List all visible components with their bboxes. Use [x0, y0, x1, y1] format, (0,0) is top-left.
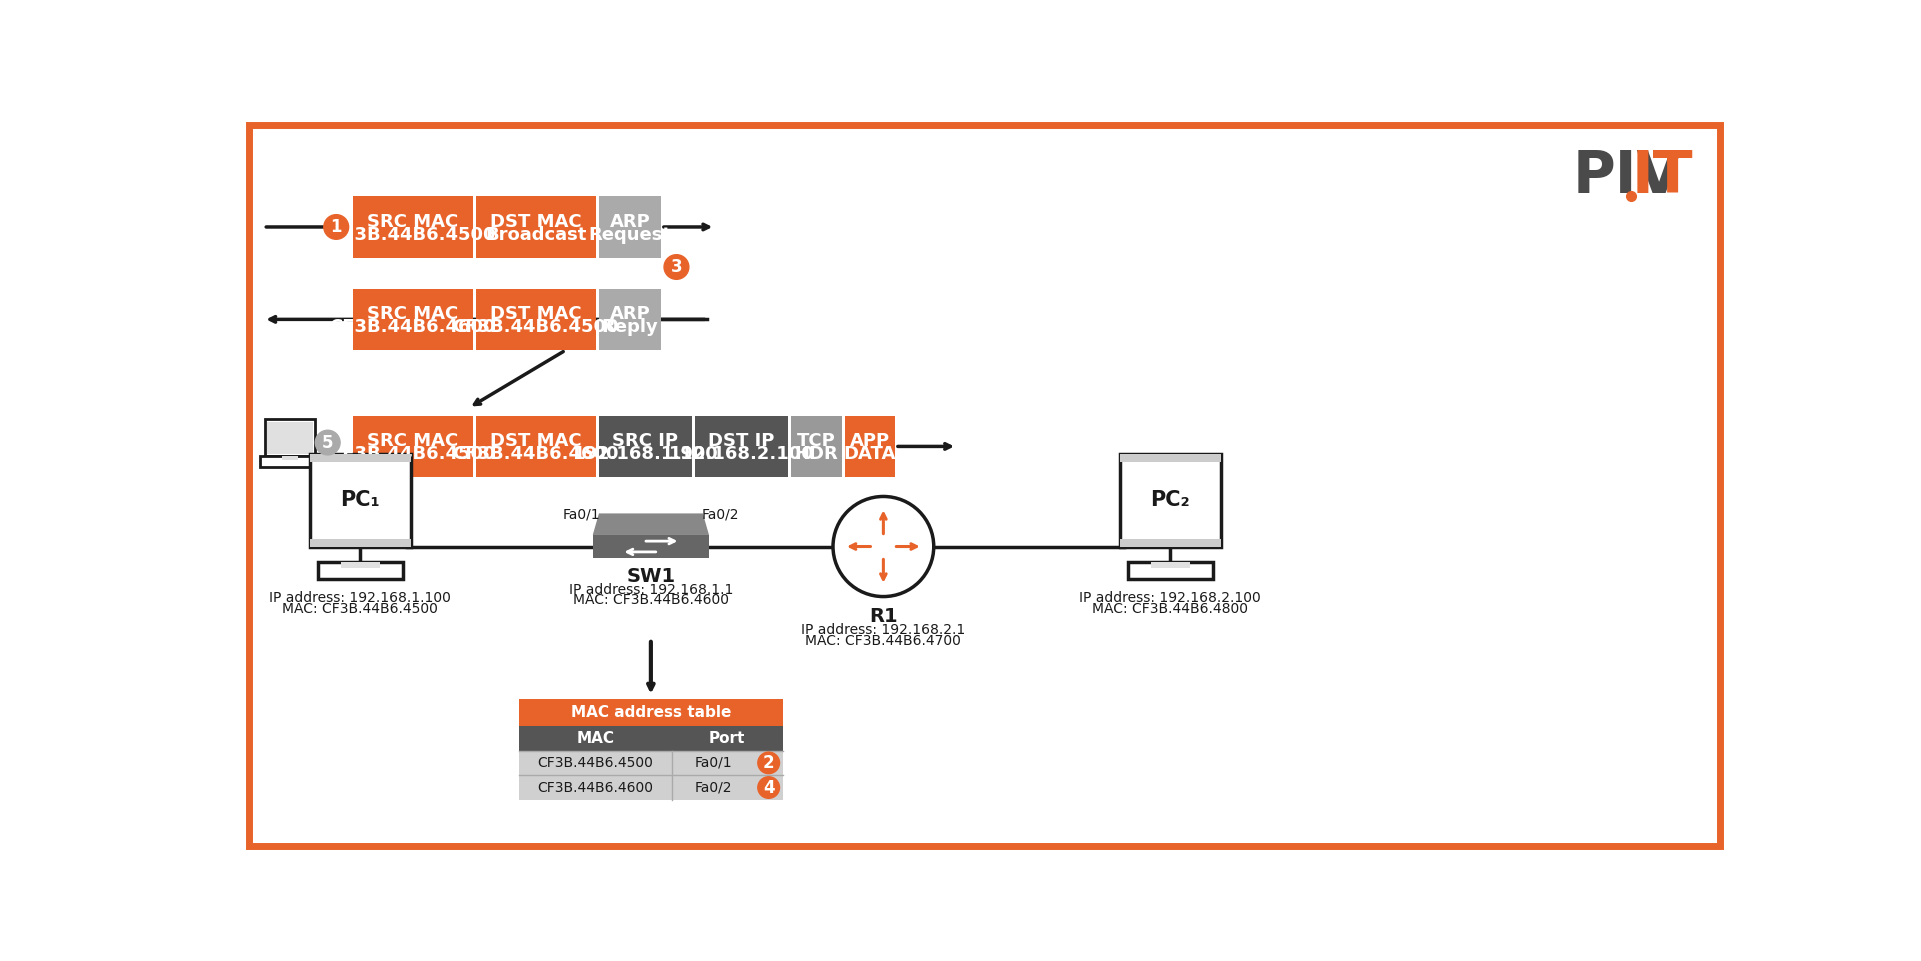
Bar [282, 456, 298, 460]
Bar [352, 288, 473, 350]
Bar [519, 699, 782, 726]
Bar [352, 196, 473, 258]
Text: PIV: PIV [1573, 148, 1683, 206]
Text: IT: IT [1631, 148, 1692, 206]
Circle shape [325, 214, 348, 239]
Bar [519, 751, 782, 776]
Bar [519, 776, 782, 800]
Text: MAC: CF3B.44B6.4700: MAC: CF3B.44B6.4700 [805, 633, 960, 648]
Bar [1151, 562, 1189, 568]
Bar [317, 562, 403, 579]
Text: APP: APP [849, 432, 889, 450]
Bar [352, 415, 473, 478]
Text: 2: 2 [763, 753, 774, 772]
Text: HDR: HDR [795, 445, 838, 463]
Circle shape [315, 431, 340, 455]
Text: SRC MAC: SRC MAC [367, 212, 459, 231]
Bar [1128, 562, 1212, 579]
Text: 1: 1 [330, 218, 342, 236]
Bar [340, 562, 380, 568]
Text: SW1: SW1 [626, 567, 676, 586]
Bar [519, 726, 782, 751]
Text: ARP: ARP [609, 212, 651, 231]
Bar [1120, 455, 1220, 462]
Text: DST MAC: DST MAC [490, 432, 582, 450]
Text: MAC address table: MAC address table [571, 705, 732, 720]
Text: DST MAC: DST MAC [490, 212, 582, 231]
Text: CF3B.44B6.4600: CF3B.44B6.4600 [453, 445, 619, 463]
Bar [476, 288, 596, 350]
Circle shape [834, 497, 934, 597]
Bar [259, 456, 321, 467]
Text: IP address: 192.168.1.100: IP address: 192.168.1.100 [269, 591, 451, 605]
Bar [267, 422, 313, 455]
Text: Reply: Reply [601, 318, 659, 336]
Text: Port: Port [709, 730, 745, 746]
Text: CF3B.44B6.4500: CF3B.44B6.4500 [538, 756, 653, 770]
Bar [791, 415, 841, 478]
Text: 5: 5 [323, 433, 334, 452]
Text: DST MAC: DST MAC [490, 305, 582, 323]
Text: 192.168.2.100: 192.168.2.100 [669, 445, 815, 463]
Polygon shape [594, 513, 709, 535]
Text: SRC MAC: SRC MAC [367, 305, 459, 323]
Bar [476, 196, 596, 258]
Bar [309, 455, 411, 547]
Bar [594, 535, 709, 558]
Text: Broadcast: Broadcast [486, 226, 586, 244]
Bar [265, 419, 315, 456]
Bar [1120, 455, 1220, 547]
Circle shape [665, 255, 690, 280]
Text: CF3B.44B6.4500: CF3B.44B6.4500 [328, 226, 496, 244]
Bar [695, 415, 788, 478]
Text: DST IP: DST IP [709, 432, 774, 450]
Text: IP address: 192.168.2.100: IP address: 192.168.2.100 [1080, 591, 1260, 605]
Text: R1: R1 [868, 607, 897, 627]
Text: IP address: 192.168.1.1: IP address: 192.168.1.1 [569, 582, 734, 597]
Text: Request: Request [588, 226, 672, 244]
Text: ARP: ARP [609, 305, 651, 323]
Text: Fa0/1: Fa0/1 [563, 507, 599, 521]
Bar [599, 415, 692, 478]
Text: MAC: MAC [576, 730, 615, 746]
Circle shape [757, 752, 780, 774]
Text: PC₁: PC₁ [340, 490, 380, 510]
Text: CF3B.44B6.4600: CF3B.44B6.4600 [538, 780, 653, 795]
Text: 192.168.1.100: 192.168.1.100 [572, 445, 718, 463]
Text: 4: 4 [763, 778, 774, 797]
Bar [309, 539, 411, 547]
Text: IP address: 192.168.2.1: IP address: 192.168.2.1 [801, 623, 966, 637]
Text: DATA: DATA [843, 445, 895, 463]
Bar [599, 288, 661, 350]
Text: CF3B.44B6.4500: CF3B.44B6.4500 [328, 445, 496, 463]
Text: SRC MAC: SRC MAC [367, 432, 459, 450]
Text: SRC IP: SRC IP [613, 432, 678, 450]
Text: CF3B.44B6.4500: CF3B.44B6.4500 [453, 318, 619, 336]
Text: Fa0/1: Fa0/1 [695, 756, 732, 770]
Text: MAC: CF3B.44B6.4800: MAC: CF3B.44B6.4800 [1093, 602, 1249, 616]
Bar [309, 455, 411, 462]
Text: CF3B.44B6.4600: CF3B.44B6.4600 [328, 318, 496, 336]
Text: MAC: CF3B.44B6.4500: MAC: CF3B.44B6.4500 [282, 602, 438, 616]
Bar [599, 196, 661, 258]
Bar [476, 415, 596, 478]
Text: Fa0/2: Fa0/2 [695, 780, 732, 795]
Bar [845, 415, 895, 478]
Text: MAC: CF3B.44B6.4600: MAC: CF3B.44B6.4600 [572, 594, 728, 607]
Text: PC₂: PC₂ [1151, 490, 1189, 510]
Text: TCP: TCP [797, 432, 836, 450]
Text: 3: 3 [670, 258, 682, 276]
Circle shape [757, 776, 780, 799]
Bar [1120, 539, 1220, 547]
Text: Fa0/2: Fa0/2 [701, 507, 740, 521]
